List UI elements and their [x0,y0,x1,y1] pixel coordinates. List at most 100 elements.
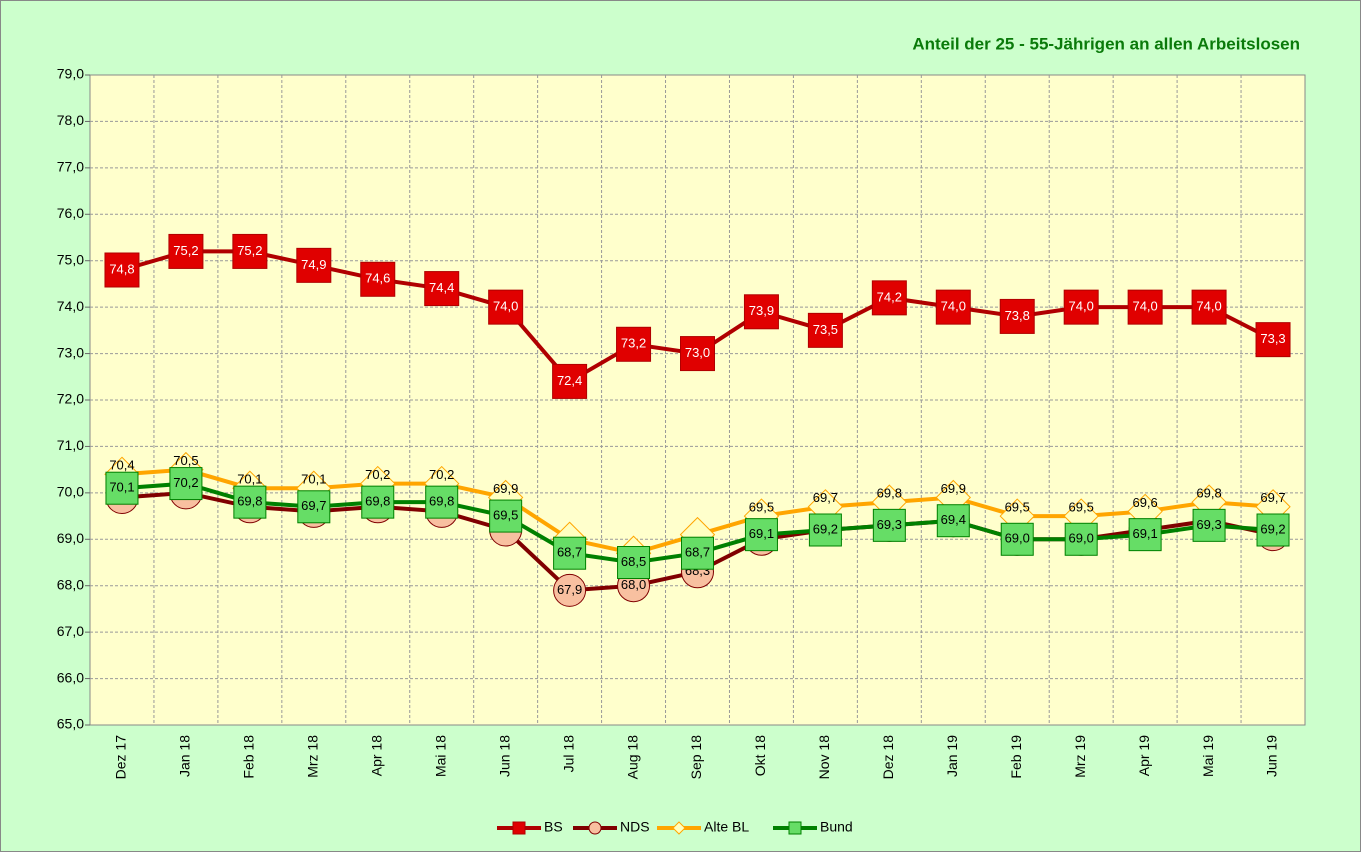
legend-label: NDS [620,819,650,835]
legend-label: BS [544,819,563,835]
data-label: 74,4 [429,280,454,295]
marker [1192,508,1226,542]
data-label: 70,5 [173,453,198,468]
x-tick-label: Apr 18 [368,735,384,776]
data-label: 69,2 [1260,521,1285,536]
marker [999,298,1035,334]
y-tick-label: 73,0 [57,344,84,360]
y-tick-label: 65,0 [57,716,84,732]
x-tick-label: Feb 18 [241,735,257,779]
x-tick-label: Jul 18 [560,735,576,773]
marker [104,252,140,288]
data-label: 68,0 [621,577,646,592]
marker [588,821,602,835]
data-label: 69,5 [749,500,774,515]
marker [553,536,587,570]
marker [425,485,459,519]
y-tick-label: 68,0 [57,576,84,592]
x-tick-label: Mai 19 [1200,735,1216,777]
data-label: 69,4 [941,512,966,527]
data-label: 69,9 [941,481,966,496]
x-tick-label: Okt 18 [752,735,768,776]
marker [488,289,524,325]
marker [169,467,203,501]
marker [617,546,651,579]
data-label: 74,0 [941,299,966,314]
marker [807,312,843,348]
data-label: 73,3 [1260,331,1285,346]
data-label: 73,9 [749,303,774,318]
legend-label: Bund [820,819,853,835]
y-tick-label: 69,0 [57,530,84,546]
x-tick-label: Jan 19 [944,735,960,777]
y-tick-label: 77,0 [57,159,84,175]
marker [681,536,714,570]
x-tick-label: Sep 18 [688,735,704,780]
marker [424,271,460,307]
data-label: 74,8 [109,261,134,276]
data-label: 70,1 [109,480,134,495]
x-tick-label: Dez 17 [113,735,129,780]
data-label: 69,6 [1132,495,1157,510]
data-label: 68,7 [557,545,582,560]
data-label: 69,0 [1069,531,1094,546]
data-label: 70,4 [109,458,134,473]
marker [361,485,395,519]
data-label: 74,0 [1069,299,1094,314]
x-tick-label: Feb 19 [1008,735,1024,779]
data-label: 69,8 [1196,486,1221,501]
y-tick-label: 79,0 [57,66,84,82]
x-tick-label: Apr 19 [1136,735,1152,776]
data-label: 70,2 [429,467,454,482]
y-tick-label: 71,0 [57,437,84,453]
marker [808,513,842,547]
x-tick-label: Mrz 18 [305,735,321,778]
marker [935,289,971,325]
y-tick-label: 72,0 [57,391,84,407]
marker [1256,513,1290,547]
marker [512,821,526,835]
x-tick-label: Jan 18 [177,735,193,777]
marker [872,508,906,542]
marker [743,294,779,330]
marker [871,280,907,316]
data-label: 69,5 [493,508,518,523]
marker [744,518,778,552]
data-label: 72,4 [557,373,582,388]
data-label: 69,3 [1196,517,1221,532]
data-label: 68,7 [685,545,710,560]
data-label: 69,8 [877,486,902,501]
data-label: 70,1 [301,472,326,487]
data-label: 69,1 [749,526,774,541]
data-label: 75,2 [173,243,198,258]
marker [233,485,267,519]
data-label: 75,2 [237,243,262,258]
marker [553,573,587,607]
data-label: 74,6 [365,271,390,286]
x-tick-label: Aug 18 [624,735,640,780]
data-label: 74,9 [301,257,326,272]
marker [552,363,588,399]
x-tick-label: Nov 18 [816,735,832,780]
marker [936,504,970,538]
marker [680,336,715,372]
marker [1064,522,1098,556]
x-tick-label: Dez 18 [880,735,896,780]
y-tick-label: 74,0 [57,298,84,314]
data-label: 70,2 [365,467,390,482]
marker [616,326,652,362]
x-tick-label: Jun 18 [496,735,512,777]
x-tick-label: Mrz 19 [1072,735,1088,778]
y-tick-label: 78,0 [57,112,84,128]
marker [1191,289,1227,325]
marker [1127,289,1163,325]
data-label: 69,1 [1132,526,1157,541]
data-label: 73,5 [813,322,838,337]
data-label: 69,2 [813,521,838,536]
marker [489,499,523,533]
data-label: 69,5 [1069,500,1094,515]
data-label: 69,8 [365,494,390,509]
data-label: 74,0 [1196,299,1221,314]
marker [788,821,802,835]
